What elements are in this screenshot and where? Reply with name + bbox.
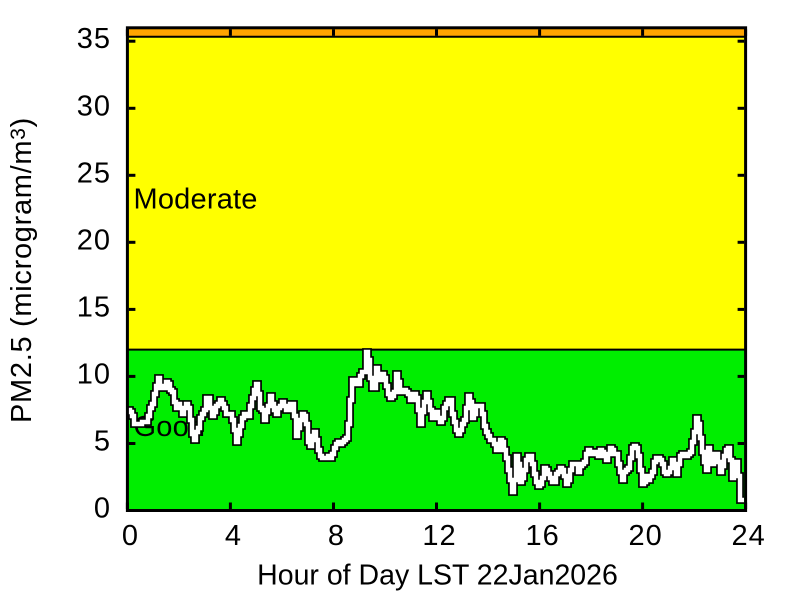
svg-text:12: 12 (422, 520, 456, 552)
svg-text:Hour of Day LST 22Jan2026: Hour of Day LST 22Jan2026 (257, 560, 618, 592)
svg-text:16: 16 (525, 520, 559, 552)
svg-text:24: 24 (731, 520, 765, 552)
svg-text:4: 4 (225, 520, 242, 552)
svg-text:20: 20 (628, 520, 662, 552)
svg-text:8: 8 (328, 520, 345, 552)
svg-text:5: 5 (94, 426, 111, 458)
svg-text:35: 35 (77, 23, 111, 55)
svg-text:20: 20 (77, 224, 111, 256)
svg-text:Moderate: Moderate (134, 184, 258, 216)
svg-text:25: 25 (77, 157, 111, 189)
svg-text:15: 15 (77, 291, 111, 323)
svg-text:30: 30 (77, 90, 111, 122)
svg-text:0: 0 (122, 520, 139, 552)
svg-text:10: 10 (77, 358, 111, 390)
svg-text:PM2.5 (microgram/m3): PM2.5 (microgram/m3) (6, 117, 38, 423)
svg-text:0: 0 (94, 493, 111, 525)
